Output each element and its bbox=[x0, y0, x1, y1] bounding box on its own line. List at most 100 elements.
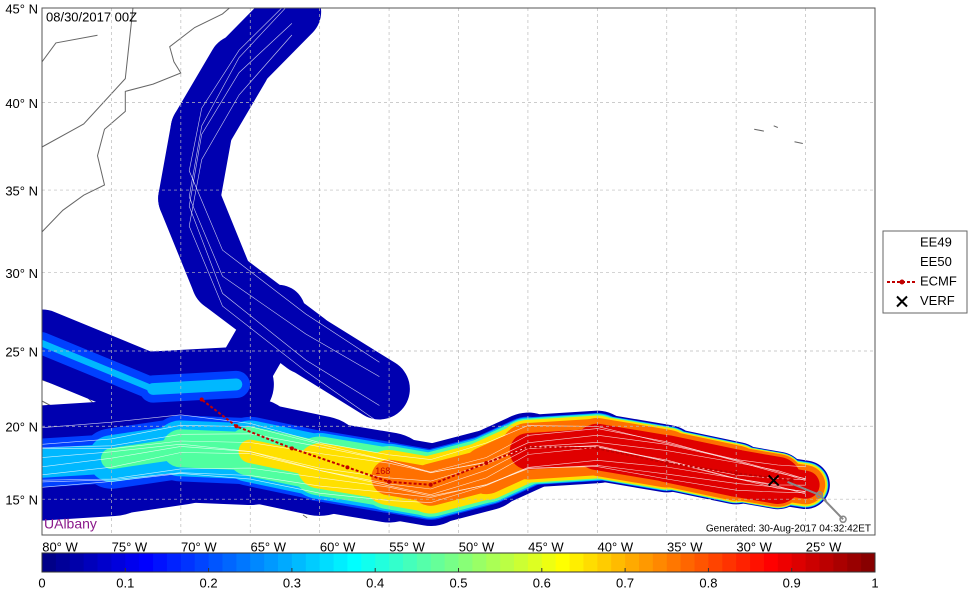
legend-label: VERF bbox=[920, 293, 955, 308]
x-tick-label: 50° W bbox=[459, 539, 495, 554]
legend-swatch bbox=[899, 279, 905, 285]
coastline bbox=[42, 8, 134, 148]
colorbar-tick-label: 0.3 bbox=[283, 575, 301, 590]
legend-swatch bbox=[896, 295, 908, 308]
legend-label: EE50 bbox=[920, 254, 952, 269]
colorbar-cell bbox=[153, 553, 168, 572]
colorbar-tick-label: 0.8 bbox=[699, 575, 717, 590]
coastline bbox=[773, 125, 778, 128]
legend-label: EE49 bbox=[920, 234, 952, 249]
colorbar-cell bbox=[389, 553, 404, 572]
y-tick-label: 20° N bbox=[5, 420, 38, 435]
colorbar-cell bbox=[333, 553, 348, 572]
probability-swath bbox=[147, 378, 243, 395]
colorbar-tick-label: 0.1 bbox=[116, 575, 134, 590]
colorbar-cell bbox=[111, 553, 126, 572]
coastline bbox=[42, 8, 231, 233]
valid-time: 08/30/2017 00Z bbox=[46, 9, 137, 24]
coastline bbox=[754, 128, 764, 132]
ensemble-track bbox=[42, 445, 806, 490]
track-label: 168 bbox=[375, 466, 390, 476]
ensemble-track bbox=[188, 34, 380, 424]
colorbar-cell bbox=[444, 553, 459, 572]
colorbar-tick-label: 0.7 bbox=[616, 575, 634, 590]
colorbar-cell bbox=[569, 553, 584, 572]
colorbar-cell bbox=[847, 553, 862, 572]
y-tick-label: 35° N bbox=[5, 184, 38, 199]
probability-swath bbox=[208, 284, 306, 412]
y-tick-label: 25° N bbox=[5, 344, 38, 359]
colorbar-cell bbox=[375, 553, 390, 572]
verification-point bbox=[839, 515, 847, 524]
colorbar-cell bbox=[611, 553, 626, 572]
colorbar-tick-label: 1 bbox=[871, 575, 878, 590]
colorbar-cell bbox=[652, 553, 668, 572]
colorbar-cell bbox=[527, 553, 543, 572]
ecmf-point bbox=[234, 424, 239, 429]
colorbar-cell bbox=[402, 553, 418, 572]
colorbar-cell bbox=[694, 553, 709, 572]
colorbar-cell bbox=[472, 553, 487, 572]
colorbar-cell bbox=[83, 553, 99, 572]
ecmf-point bbox=[428, 482, 433, 487]
ecmf-point bbox=[387, 479, 392, 484]
ecmf-point bbox=[664, 460, 669, 465]
y-tick-label: 45° N bbox=[5, 1, 38, 16]
ensemble-track bbox=[188, 8, 380, 363]
colorbar-cell bbox=[541, 553, 557, 572]
y-tick-label: 40° N bbox=[5, 96, 38, 111]
colorbar-cell bbox=[555, 553, 571, 572]
generated-stamp: Generated: 30-Aug-2017 04:32:42ET bbox=[706, 524, 871, 535]
ecmf-point bbox=[345, 465, 350, 470]
colorbar-cell bbox=[791, 553, 807, 572]
coastline bbox=[302, 514, 308, 519]
colorbar-cell bbox=[666, 553, 682, 572]
probability-swath bbox=[209, 8, 322, 95]
colorbar-cell bbox=[139, 553, 154, 572]
colorbar-tick-label: 0.2 bbox=[200, 575, 218, 590]
coastline bbox=[42, 34, 98, 63]
colorbar-cell bbox=[166, 553, 182, 572]
ecmf-point bbox=[595, 446, 600, 451]
colorbar-cell bbox=[236, 553, 251, 572]
colorbar-tick-label: 0.5 bbox=[449, 575, 467, 590]
colorbar-cell bbox=[680, 553, 696, 572]
colorbar-cell bbox=[486, 553, 501, 572]
colorbar-cell bbox=[500, 553, 515, 572]
colorbar-cell bbox=[458, 553, 473, 572]
verification-point bbox=[815, 491, 824, 499]
colorbar-cell bbox=[222, 553, 237, 572]
x-tick-label: 35° W bbox=[667, 539, 703, 554]
colorbar-cell bbox=[777, 553, 793, 572]
colorbar-tick-label: 0.9 bbox=[783, 575, 801, 590]
ecmf-point bbox=[199, 397, 204, 402]
colorbar-cell bbox=[250, 553, 265, 572]
y-tick-label: 30° N bbox=[5, 266, 38, 281]
map-frame bbox=[41, 7, 876, 536]
colorbar-cell bbox=[597, 553, 612, 572]
colorbar-cell bbox=[291, 553, 307, 572]
map-layer: 168 bbox=[42, 8, 875, 535]
colorbar-cell bbox=[722, 553, 737, 572]
ecmf-point bbox=[484, 460, 489, 465]
x-tick-label: 30° W bbox=[736, 539, 772, 554]
colorbar-tick-label: 0 bbox=[38, 575, 45, 590]
x-tick-label: 70° W bbox=[181, 539, 217, 554]
colorbar-cell bbox=[125, 553, 140, 572]
x-tick-label: 40° W bbox=[598, 539, 634, 554]
colorbar-cell bbox=[194, 553, 210, 572]
colorbar-cell bbox=[278, 553, 293, 572]
legend-box bbox=[882, 230, 968, 314]
coastline bbox=[794, 141, 803, 144]
colorbar-cell bbox=[97, 553, 112, 572]
ensemble-track bbox=[42, 414, 806, 468]
colorbar-cell bbox=[305, 553, 321, 572]
colorbar-cell bbox=[55, 553, 71, 572]
x-tick-label: 55° W bbox=[389, 539, 425, 554]
colorbar-cell bbox=[514, 553, 529, 572]
ecmf-point bbox=[525, 444, 530, 449]
colorbar-cell bbox=[208, 553, 223, 572]
colorbar-cell bbox=[708, 553, 723, 572]
colorbar-cell bbox=[583, 553, 598, 572]
